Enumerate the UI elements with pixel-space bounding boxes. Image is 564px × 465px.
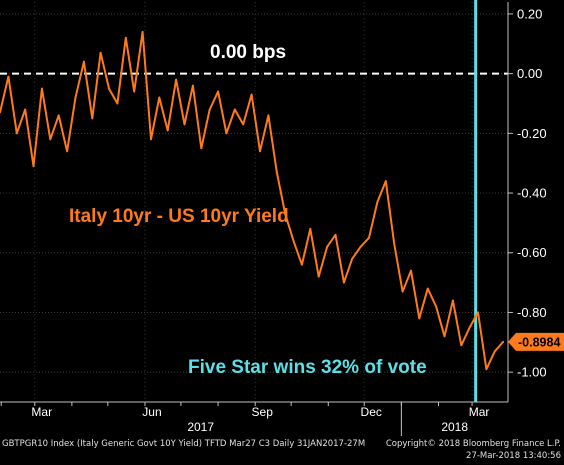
data-point <box>7 75 10 78</box>
data-point <box>41 87 43 90</box>
data-point <box>326 245 328 248</box>
event-label: Five Star wins 32% of vote <box>188 357 427 378</box>
data-point <box>217 90 219 93</box>
data-point <box>485 368 488 371</box>
x-tick-label: Mar <box>469 405 490 419</box>
data-point <box>418 317 421 320</box>
data-point <box>233 108 236 111</box>
data-point <box>342 281 345 284</box>
data-point <box>183 123 186 126</box>
series-label: Italy 10yr - US 10yr Yield <box>69 206 289 227</box>
data-point <box>284 213 287 215</box>
data-point <box>200 147 203 150</box>
data-point <box>267 114 270 117</box>
data-point <box>141 30 144 33</box>
annotations: -0.8984 0.00 bps Italy 10yr - US 10yr Yiel… <box>69 42 564 378</box>
reference-line-label: 0.00 bps <box>210 42 286 63</box>
y-tick-label: -0.20 <box>517 126 547 141</box>
series-group <box>0 30 505 371</box>
data-point <box>116 102 119 105</box>
data-point <box>108 87 110 90</box>
data-point <box>351 257 354 260</box>
data-point <box>451 299 454 302</box>
footer-copyright: Copyright© 2018 Bloomberg Finance L.P. <box>385 439 561 449</box>
x-tick-label: Dec <box>361 405 382 419</box>
footer-line-2: 27-Mar-2018 13:40:56 <box>0 451 564 465</box>
data-point <box>426 287 429 290</box>
data-point <box>443 335 446 338</box>
x-year-label: 2018 <box>441 420 468 434</box>
data-point <box>259 150 261 153</box>
x-year-label: 2017 <box>187 420 214 434</box>
last-value-label: -0.8984 <box>518 335 560 349</box>
data-point <box>359 245 362 248</box>
data-point <box>301 263 303 266</box>
data-point <box>32 165 35 168</box>
y-tick-label: -0.60 <box>517 245 547 260</box>
data-point <box>334 233 337 236</box>
data-point <box>410 269 412 272</box>
data-point <box>15 132 18 135</box>
y-tick-label: -0.80 <box>517 305 547 320</box>
data-point <box>435 305 438 308</box>
data-point <box>74 96 77 99</box>
data-point <box>368 236 370 239</box>
data-point <box>158 96 161 99</box>
data-point <box>401 290 404 293</box>
data-point <box>0 111 1 114</box>
data-point <box>208 108 211 111</box>
footer-line-1: GBTPGR10 Index (Italy Generic Govt 10Y Y… <box>0 439 564 453</box>
data-point <box>225 132 228 135</box>
data-point <box>242 123 245 126</box>
y-tick-label: 0.20 <box>517 6 542 21</box>
x-tick-label: Mar <box>31 405 52 419</box>
x-tick-label: Jun <box>142 405 161 419</box>
data-point <box>493 350 496 353</box>
data-point <box>292 239 295 242</box>
data-point <box>477 311 479 314</box>
x-tick-label: Sep <box>252 405 274 419</box>
data-point <box>124 36 127 39</box>
data-point <box>275 171 278 174</box>
data-point <box>99 51 102 54</box>
footer-ticker-info: GBTPGR10 Index (Italy Generic Govt 10Y Y… <box>2 439 366 449</box>
data-point <box>393 242 396 245</box>
data-point <box>133 90 136 93</box>
data-point <box>24 108 27 111</box>
data-point <box>175 78 178 81</box>
data-point <box>57 114 60 117</box>
data-point <box>468 326 471 329</box>
last-value-tag <box>508 332 564 351</box>
data-point <box>250 93 253 96</box>
data-point <box>82 60 85 63</box>
y-tick-label: -1.00 <box>517 365 547 380</box>
data-point <box>166 129 169 132</box>
x-axis: Mar Jun Sep Dec Mar 2017 2018 <box>0 401 508 436</box>
data-point <box>309 227 312 230</box>
footer-timestamp: 27-Mar-2018 13:40:56 <box>466 451 561 461</box>
y-axis: 0.20 0.00 -0.20 -0.40 -0.60 -0.80 -1.00 <box>507 2 547 402</box>
y-tick-label: -0.40 <box>517 186 547 201</box>
data-point <box>376 201 379 203</box>
data-point <box>91 117 94 120</box>
chart-canvas: 0.20 0.00 -0.20 -0.40 -0.60 -0.80 -1.00 Mar Jun… <box>0 0 564 436</box>
data-point <box>384 180 387 183</box>
data-point <box>317 275 320 278</box>
data-point <box>150 138 152 141</box>
data-point <box>66 150 68 153</box>
data-point <box>502 340 505 343</box>
data-point <box>460 344 463 347</box>
y-tick-label: 0.00 <box>517 66 542 81</box>
data-point <box>49 138 52 141</box>
data-point <box>191 84 194 87</box>
